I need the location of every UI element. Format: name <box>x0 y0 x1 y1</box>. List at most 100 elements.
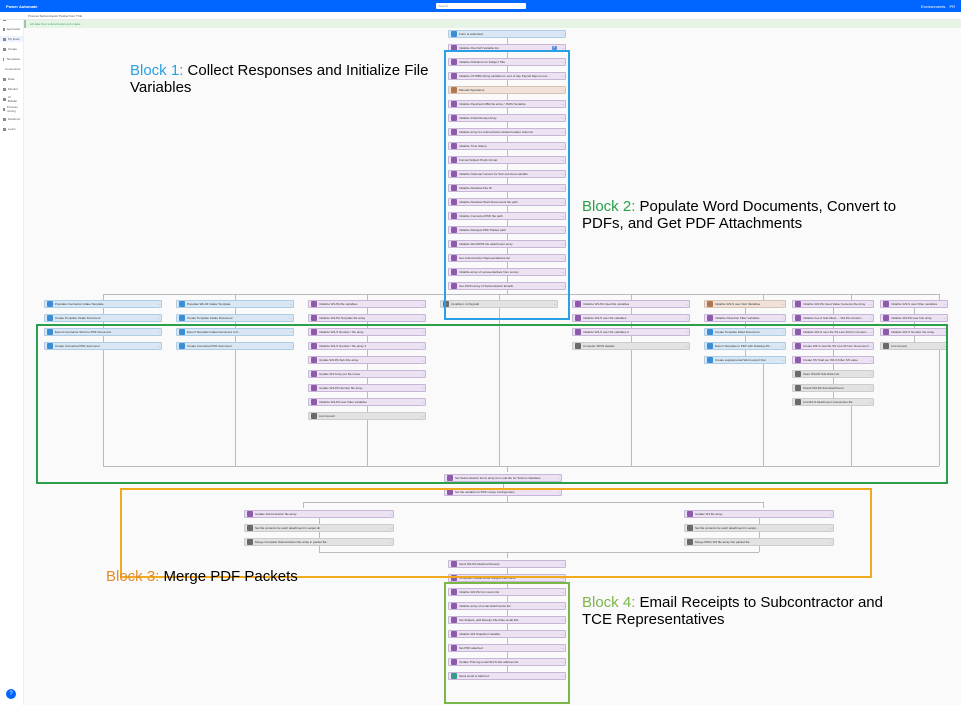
sidebar-item-create[interactable]: Create <box>0 46 23 52</box>
flow-node[interactable]: Initialize Receipts PDF Packet path⋯ <box>448 226 566 234</box>
flow-node[interactable]: Initialize Attached File ID⋯ <box>448 184 566 192</box>
sidebar-item-ai[interactable]: AI Builder <box>0 96 23 102</box>
flow-node[interactable]: Initialize Paycheck DBA file array / JSO… <box>448 100 566 108</box>
flow-node[interactable]: Form is submitted⋯ <box>448 30 566 38</box>
more-icon[interactable]: ⋯ <box>421 344 425 348</box>
sidebar-item-approvals[interactable]: Approvals <box>0 26 23 32</box>
more-icon[interactable]: ⋯ <box>685 330 689 334</box>
flow-node[interactable]: Initialize W4-PA user Filter variables⋯ <box>308 398 426 406</box>
more-icon[interactable]: ⋯ <box>561 88 565 92</box>
flow-node[interactable]: Create Converted PDF document⋯ <box>44 342 162 350</box>
more-icon[interactable]: ⋯ <box>561 158 565 162</box>
more-icon[interactable]: ⋯ <box>561 200 565 204</box>
flow-node[interactable]: Manual Operations⋯ <box>448 86 566 94</box>
more-icon[interactable]: ⋯ <box>685 302 689 306</box>
more-icon[interactable]: ⋯ <box>561 562 565 566</box>
more-icon[interactable]: ⋯ <box>561 144 565 148</box>
more-icon[interactable]: ⋯ <box>943 316 947 320</box>
more-icon[interactable]: ⋯ <box>561 214 565 218</box>
more-icon[interactable]: ⋯ <box>561 618 565 622</box>
flow-node[interactable]: Send email to Mail box⋯ <box>448 672 566 680</box>
sidebar-item-myflows[interactable]: My flows <box>0 36 23 42</box>
flow-node[interactable]: Get subcontractor Representatives list⋯ <box>448 254 566 262</box>
more-icon[interactable]: ⋯ <box>781 302 785 306</box>
more-icon[interactable]: ⋯ <box>561 604 565 608</box>
more-icon[interactable]: ⋯ <box>157 302 161 306</box>
sidebar-item-learn[interactable]: Learn <box>0 126 23 132</box>
more-icon[interactable]: ⋯ <box>781 330 785 334</box>
flow-node[interactable]: Merge PDFs W4 file array into packet fil… <box>684 538 834 546</box>
more-icon[interactable]: ⋯ <box>869 330 873 334</box>
more-icon[interactable]: ⋯ <box>869 344 873 348</box>
flow-node[interactable]: Initialize W4-PA from items list⋯ <box>448 588 566 596</box>
more-icon[interactable]: ⋯ <box>943 330 947 334</box>
flow-node[interactable]: Create W4-S new file SS Line fill from D… <box>792 342 874 350</box>
more-icon[interactable]: ⋯ <box>421 316 425 320</box>
flow-node[interactable]: Update W4-PA Number file array⋯ <box>308 384 426 392</box>
flow-node[interactable]: Initialize OT/DBA String variable for en… <box>448 72 566 80</box>
flow-node[interactable]: Export Template to PDF with Drawing PA..… <box>704 342 786 350</box>
flow-node[interactable]: Update W4 file array⋯ <box>684 510 834 518</box>
flow-node[interactable]: Initialize array of representatives from… <box>448 268 566 276</box>
env-label[interactable]: Environments <box>921 4 945 9</box>
more-icon[interactable]: ⋯ <box>553 302 557 306</box>
flow-node[interactable]: Update W4-PA Sub-File array⋯ <box>308 356 426 364</box>
more-icon[interactable]: ⋯ <box>289 330 293 334</box>
flow-node[interactable]: Compose Unique email Subject File Name⋯ <box>448 574 566 582</box>
sidebar-item-connectors[interactable]: Connectors <box>0 66 23 72</box>
flow-node[interactable]: Set file contents for each attachment in… <box>684 524 834 532</box>
flow-node[interactable]: Initialize Initial Receipt Array⋯ <box>448 114 566 122</box>
more-icon[interactable]: ⋯ <box>561 46 565 50</box>
flow-node[interactable]: Set Subject_add Receipt File Date email … <box>448 616 566 624</box>
more-icon[interactable]: ⋯ <box>561 172 565 176</box>
flow-node[interactable]: Condition: is Paystub⋯ <box>440 300 558 308</box>
flow-node[interactable]: Update TCE tag email W4-S title address … <box>448 658 566 666</box>
flow-node[interactable]: Create SS Total per W4-S Filter SS value… <box>792 356 874 364</box>
more-icon[interactable]: ⋯ <box>829 512 833 516</box>
flow-node[interactable]: Send W4-PA Attached Receipt⋯ <box>448 560 566 568</box>
flow-node[interactable]: Initialize box-2 Sub Allow-... W4-PA Con… <box>792 314 874 322</box>
more-icon[interactable]: ⋯ <box>289 302 293 306</box>
flow-node[interactable]: Initialize W4-PA Used Value Contents fil… <box>792 300 874 308</box>
more-icon[interactable]: ⋯ <box>829 540 833 544</box>
more-icon[interactable]: ⋯ <box>943 302 947 306</box>
more-icon[interactable]: ⋯ <box>943 344 947 348</box>
flow-node[interactable]: Set PDF attached⋯ <box>448 644 566 652</box>
sidebar-item-data[interactable]: Data <box>0 76 23 82</box>
flow-node[interactable]: Initialize W4-S user file variables 2⋯ <box>572 328 690 336</box>
flow-node[interactable]: Initialize Attached Word Documents file … <box>448 198 566 206</box>
sidebar-item-solutions[interactable]: Solutions <box>0 116 23 122</box>
flow-node[interactable]: Initialize W4-PA user File array⋯ <box>880 314 948 322</box>
more-icon[interactable]: ⋯ <box>157 316 161 320</box>
flow-node[interactable]: Set file contents for each attachment in… <box>244 524 394 532</box>
flow-node[interactable]: Create Template Intake Document⋯ <box>44 314 162 322</box>
flow-node[interactable]: Create Template Intake Document⋯ <box>176 314 294 322</box>
flow-node[interactable]: Initialize array of email attachments li… <box>448 602 566 610</box>
more-icon[interactable]: ⋯ <box>869 316 873 320</box>
help-fab[interactable]: ? <box>6 689 16 699</box>
more-icon[interactable]: ⋯ <box>421 400 425 404</box>
more-icon[interactable]: ⋯ <box>829 526 833 530</box>
more-icon[interactable]: ⋯ <box>421 414 425 418</box>
flow-node[interactable]: Merge Complete Subcontractor file array … <box>244 538 394 546</box>
more-icon[interactable]: ⋯ <box>421 358 425 362</box>
more-icon[interactable]: ⋯ <box>561 32 565 36</box>
flow-node[interactable]: Create supplemental Word export Doc⋯ <box>704 356 786 364</box>
flow-node[interactable]: Check W4-PA Sub Attachment⋯ <box>792 384 874 392</box>
sidebar-item-templates[interactable]: Templates <box>0 56 23 62</box>
more-icon[interactable]: ⋯ <box>781 316 785 320</box>
flow-node[interactable]: Initialize W4-S user Filter variables⋯ <box>880 300 948 308</box>
flow-node[interactable]: Set Subcontractor items array from sub-f… <box>444 474 562 482</box>
flow-node[interactable]: Initialize Converted PDF file path⋯ <box>448 212 566 220</box>
flow-node[interactable]: Create Template Filled Document⋯ <box>704 328 786 336</box>
more-icon[interactable]: ⋯ <box>289 344 293 348</box>
flow-node[interactable]: Export Contractor Word to PDF Document⋯ <box>44 328 162 336</box>
flow-node[interactable]: Initialize W4 Snapshot variable⋯ <box>448 630 566 638</box>
flow-node[interactable]: Initialize W4-S Number file array⋯ <box>880 328 948 336</box>
flow-node[interactable]: Populate Wk-03 Intake Template⋯ <box>176 300 294 308</box>
flow-node[interactable]: Initialize Optional Content for Sub-Job … <box>448 170 566 178</box>
flow-node[interactable]: Update Subcontractor file array⋯ <box>244 510 394 518</box>
more-icon[interactable]: ⋯ <box>869 358 873 362</box>
more-icon[interactable]: ⋯ <box>421 372 425 376</box>
more-icon[interactable]: ⋯ <box>421 302 425 306</box>
